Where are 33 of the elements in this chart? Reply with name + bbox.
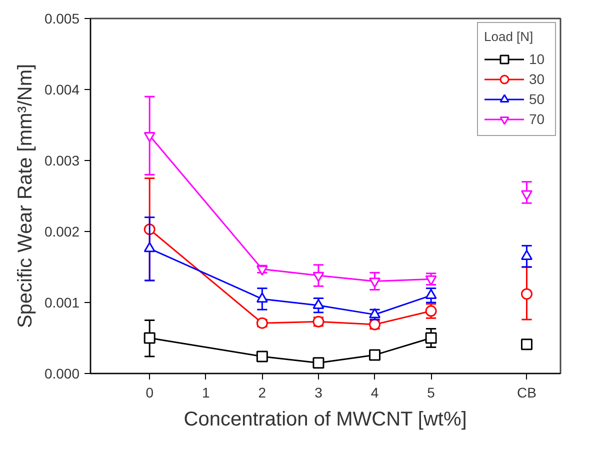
point: [369, 278, 380, 288]
y-tick-label: 0.005: [44, 10, 80, 26]
point: [312, 357, 324, 369]
point: [425, 332, 437, 344]
x-axis-title: Concentration of MWCNT [wt%]: [184, 408, 467, 430]
point: [520, 288, 532, 300]
point: [520, 190, 532, 200]
legend-label: 50: [529, 91, 546, 107]
y-tick-label: 0.000: [44, 366, 80, 382]
x-tick-label: 4: [370, 384, 379, 400]
x-tick-label: 3: [314, 384, 323, 400]
point: [144, 132, 156, 142]
x-tick-label: 5: [427, 384, 436, 400]
x-tick-label: CB: [517, 384, 536, 400]
legend-label: 70: [529, 111, 546, 127]
legend-title: Load [N]: [484, 29, 534, 44]
point: [369, 349, 380, 361]
x-tick-label: 0: [146, 384, 154, 400]
legend-label: 10: [529, 51, 546, 67]
y-tick-label: 0.003: [44, 152, 80, 168]
legend-label: 30: [529, 71, 546, 87]
point: [256, 350, 268, 362]
point: [425, 305, 437, 317]
point: [256, 265, 268, 276]
y-tick-label: 0.001: [44, 294, 80, 310]
x-tick-label: 2: [258, 384, 266, 400]
point: [312, 272, 324, 282]
point: [144, 332, 156, 344]
x-tick-label: 1: [202, 384, 210, 400]
y-tick-label: 0.004: [44, 82, 80, 98]
y-tick-label: 0.002: [44, 224, 80, 240]
y-axis-title: Specific Wear Rate [mm³/Nm]: [14, 64, 36, 328]
point: [520, 338, 532, 350]
